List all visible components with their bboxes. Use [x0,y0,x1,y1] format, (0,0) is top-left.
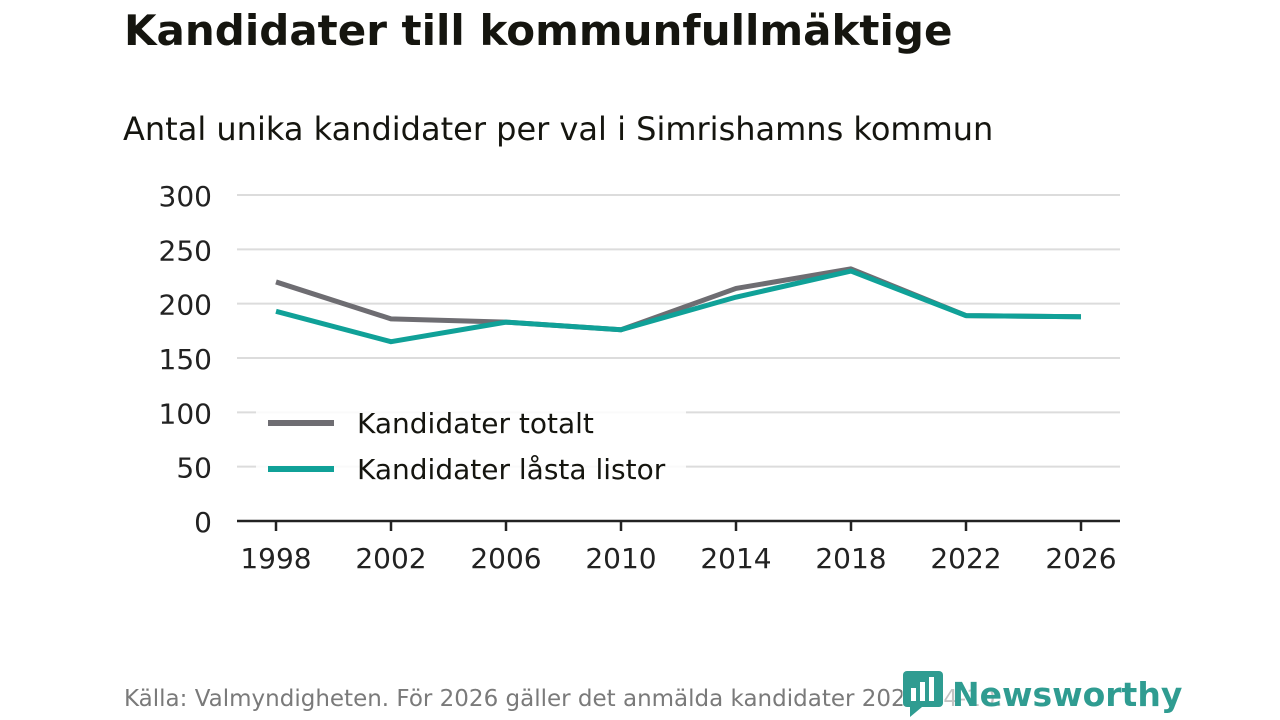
chart-subtitle: Antal unika kandidater per val i Simrish… [123,110,994,148]
y-tick-label: 0 [194,506,212,539]
legend-label: Kandidater låsta listor [357,453,666,486]
x-tick-label: 2026 [1045,542,1116,575]
newsworthy-brand: Newsworthy [902,670,1183,718]
chart-title: Kandidater till kommunfullmäktige [124,6,953,55]
y-tick-label: 100 [159,397,212,430]
legend: Kandidater totalt Kandidater låsta listor [256,400,686,496]
brand-name: Newsworthy [952,674,1183,714]
x-tick-label: 1998 [240,542,311,575]
y-tick-label: 250 [159,234,212,267]
x-tick-label: 2022 [930,542,1001,575]
y-tick-label: 150 [159,343,212,376]
y-tick-label: 200 [159,289,212,322]
x-tick-label: 2014 [700,542,771,575]
newsworthy-logo-icon [903,671,943,717]
x-tick-label: 2018 [815,542,886,575]
y-tick-label: 50 [176,452,212,485]
legend-background [256,400,686,496]
x-tick-label: 2002 [355,542,426,575]
x-axis-ticks: 1998 2002 2006 2010 2014 2018 2022 2026 [237,519,1120,575]
x-tick-label: 2006 [470,542,541,575]
source-note: Källa: Valmyndigheten. För 2026 gäller d… [124,686,1003,712]
series-lines [275,266,1082,345]
series-line-lasta-listor [275,268,1082,345]
y-tick-label: 300 [159,180,212,213]
x-tick-label: 2010 [585,542,656,575]
y-axis-ticks: 0 50 100 150 200 250 300 [159,180,212,539]
legend-label: Kandidater totalt [357,407,594,440]
series-line-totalt [275,266,1082,333]
